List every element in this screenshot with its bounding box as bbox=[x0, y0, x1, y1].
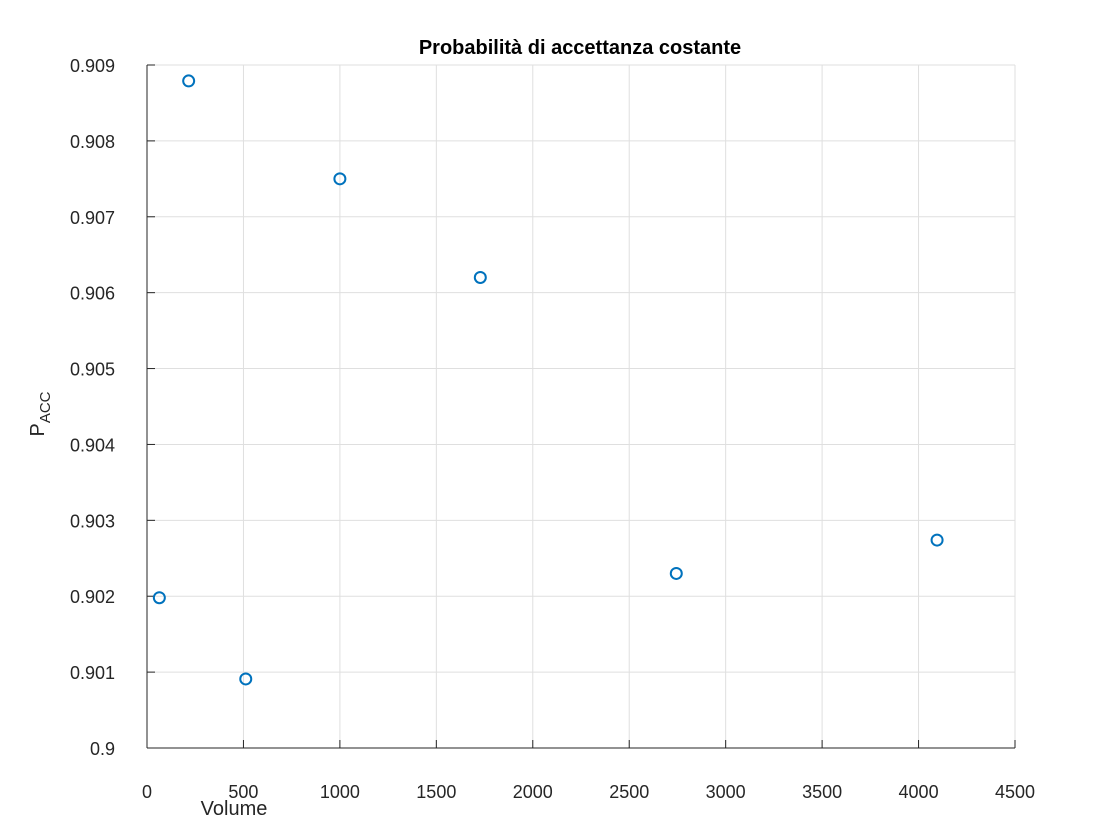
data-point bbox=[473, 270, 487, 284]
data-point bbox=[333, 172, 347, 186]
x-axis-label: Volume bbox=[201, 798, 268, 820]
chart-title: Probabilità di accettanza costante bbox=[419, 37, 741, 59]
data-point bbox=[239, 672, 253, 686]
x-tick-label: 2500 bbox=[609, 782, 649, 802]
x-tick-label: 4500 bbox=[995, 782, 1035, 802]
y-tick-label: 0.907 bbox=[70, 208, 115, 228]
y-tick-label: 0.904 bbox=[70, 435, 115, 455]
y-tick-label: 0.908 bbox=[70, 132, 115, 152]
x-tick-label: 4000 bbox=[899, 782, 939, 802]
y-tick-label: 0.901 bbox=[70, 663, 115, 683]
y-tick-label: 0.903 bbox=[70, 511, 115, 531]
y-tick-label: 0.905 bbox=[70, 360, 115, 380]
x-tick-label: 500 bbox=[228, 782, 258, 802]
data-points bbox=[152, 74, 944, 686]
x-tick-label: 1000 bbox=[320, 782, 360, 802]
x-tick-label: 0 bbox=[142, 782, 152, 802]
y-axis-label-subscript: ACC bbox=[37, 391, 54, 423]
data-point bbox=[182, 74, 196, 88]
x-tick-label: 3500 bbox=[802, 782, 842, 802]
x-axis-ticks: 0 500 1000 1500 2000 2500 3000 3500 4000 4500 bbox=[142, 740, 1035, 802]
data-point bbox=[930, 533, 944, 547]
data-point bbox=[152, 591, 166, 605]
y-tick-label: 0.902 bbox=[70, 587, 115, 607]
x-tick-label: 2000 bbox=[513, 782, 553, 802]
y-tick-label: 0.909 bbox=[70, 56, 115, 76]
x-tick-label: 3000 bbox=[706, 782, 746, 802]
y-axis-label-main: P bbox=[27, 423, 49, 436]
data-point bbox=[669, 566, 683, 580]
y-tick-label: 0.906 bbox=[70, 284, 115, 304]
grid-lines bbox=[146, 64, 1016, 749]
y-tick-label: 0.9 bbox=[90, 739, 115, 759]
y-axis-ticks: 0.9 0.901 0.902 0.903 0.904 0.905 0.906 0.907 0.… bbox=[70, 56, 155, 759]
x-tick-label: 1500 bbox=[416, 782, 456, 802]
y-axis-label: PACC bbox=[27, 391, 54, 436]
axes bbox=[146, 65, 1015, 749]
